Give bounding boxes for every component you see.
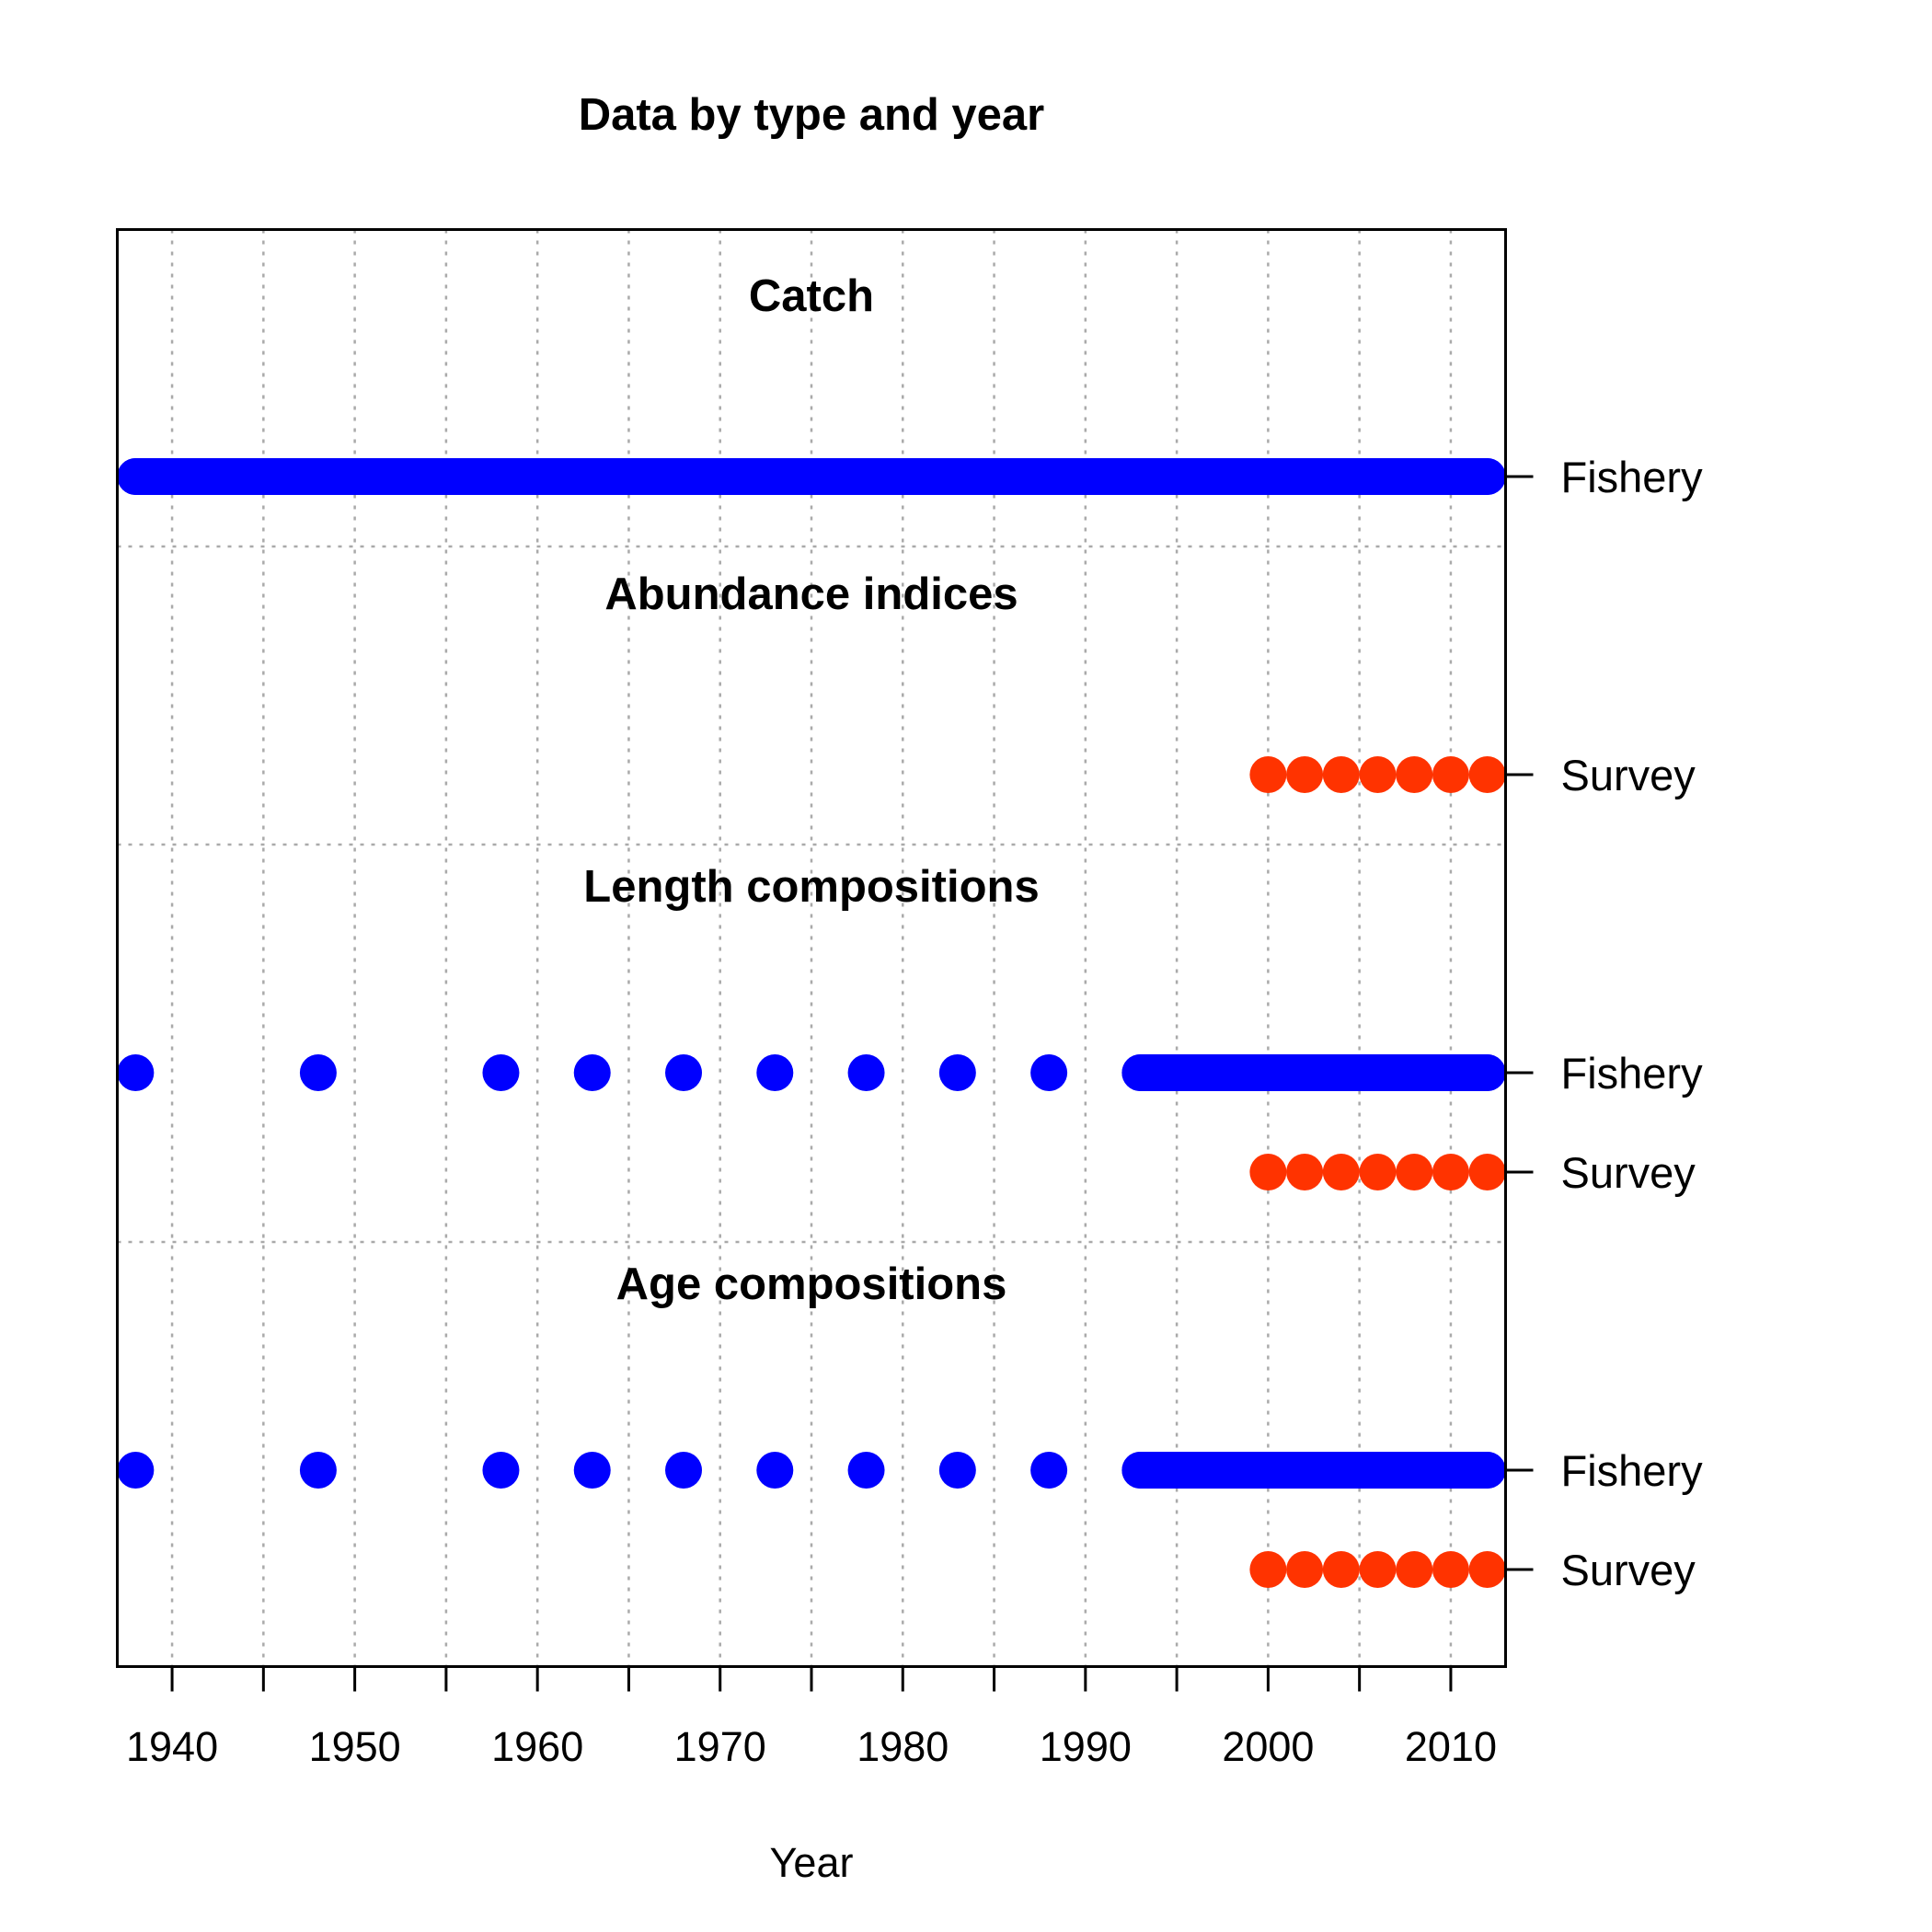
x-tick-label-1950: 1950 xyxy=(309,1723,401,1770)
data-point-survey-2004 xyxy=(1322,1551,1360,1588)
data-point-fishery-1973 xyxy=(756,1452,794,1489)
data-point-fishery-1938 xyxy=(117,1452,155,1489)
data-point-survey-2010 xyxy=(1432,1551,1469,1588)
row-label-fishery: Fishery xyxy=(1561,1049,1704,1098)
data-point-survey-2010 xyxy=(1432,756,1469,793)
data-point-fishery-1968 xyxy=(665,1452,703,1489)
x-axis: 1940 1950 1960 1970 1980 1990 2000 2010 xyxy=(126,1666,1497,1770)
data-point-fishery-1958 xyxy=(482,1054,520,1091)
data-point-survey-2004 xyxy=(1322,756,1360,793)
panel-title: Age compositions xyxy=(616,1259,1007,1309)
panel-title: Catch xyxy=(749,271,874,321)
data-point-survey-2010 xyxy=(1432,1154,1469,1190)
data-point-survey-2000 xyxy=(1249,756,1287,793)
panel-title: Abundance indices xyxy=(604,569,1018,619)
data-point-survey-2002 xyxy=(1286,756,1324,793)
data-point-fishery-2012 xyxy=(1468,1054,1506,1091)
data-point-fishery-1948 xyxy=(299,1054,337,1091)
panel-titles: Catch Abundance indices Length composition… xyxy=(583,271,1039,1309)
x-tick-label-1970: 1970 xyxy=(674,1723,766,1770)
data-point-fishery-1988 xyxy=(1030,1054,1068,1091)
data-point-fishery-1948 xyxy=(299,1452,337,1489)
data-point-fishery-1963 xyxy=(573,1054,611,1091)
row-axis: Fishery Survey Fishery Survey Fishery Survey xyxy=(1505,453,1704,1594)
data-point-survey-2000 xyxy=(1249,1551,1287,1588)
row-label-fishery: Fishery xyxy=(1561,453,1704,501)
data-point-fishery-2012 xyxy=(1468,458,1506,495)
x-tick-label-2010: 2010 xyxy=(1405,1723,1497,1770)
data-point-survey-2002 xyxy=(1286,1154,1324,1190)
data-point-survey-2000 xyxy=(1249,1154,1287,1190)
data-point-fishery-2012 xyxy=(1468,1452,1506,1489)
row-label-survey: Survey xyxy=(1561,751,1696,799)
x-tick-label-1990: 1990 xyxy=(1040,1723,1132,1770)
data-point-fishery-1938 xyxy=(117,1054,155,1091)
data-point-fishery-1978 xyxy=(847,1054,885,1091)
x-tick-label-1980: 1980 xyxy=(857,1723,949,1770)
row-label-fishery: Fishery xyxy=(1561,1446,1704,1495)
data-point-survey-2008 xyxy=(1396,1551,1433,1588)
x-tick-label-1960: 1960 xyxy=(491,1723,583,1770)
data-point-fishery-1973 xyxy=(756,1054,794,1091)
row-label-survey: Survey xyxy=(1561,1148,1696,1197)
data-point-fishery-1963 xyxy=(573,1452,611,1489)
data-point-survey-2012 xyxy=(1468,756,1506,793)
data-point-fishery-1983 xyxy=(938,1054,976,1091)
data-point-survey-2006 xyxy=(1359,1551,1397,1588)
data-point-fishery-1968 xyxy=(665,1054,703,1091)
data-point-survey-2006 xyxy=(1359,756,1397,793)
data-point-survey-2002 xyxy=(1286,1551,1324,1588)
data-point-survey-2008 xyxy=(1396,1154,1433,1190)
data-point-survey-2012 xyxy=(1468,1154,1506,1190)
data-point-survey-2012 xyxy=(1468,1551,1506,1588)
grid xyxy=(170,229,1453,1667)
x-axis-label: Year xyxy=(770,1839,854,1886)
x-tick-label-1940: 1940 xyxy=(126,1723,218,1770)
row-label-survey: Survey xyxy=(1561,1546,1696,1594)
data-marks xyxy=(117,458,1506,1588)
data-point-fishery-1958 xyxy=(482,1452,520,1489)
data-point-survey-2004 xyxy=(1322,1154,1360,1190)
x-tick-label-2000: 2000 xyxy=(1222,1723,1314,1770)
panel-title: Length compositions xyxy=(583,862,1039,912)
data-point-fishery-1988 xyxy=(1030,1452,1068,1489)
data-point-survey-2008 xyxy=(1396,756,1433,793)
data-point-survey-2006 xyxy=(1359,1154,1397,1190)
chart-title: Data by type and year xyxy=(579,90,1045,140)
data-point-fishery-1978 xyxy=(847,1452,885,1489)
data-point-fishery-1983 xyxy=(938,1452,976,1489)
